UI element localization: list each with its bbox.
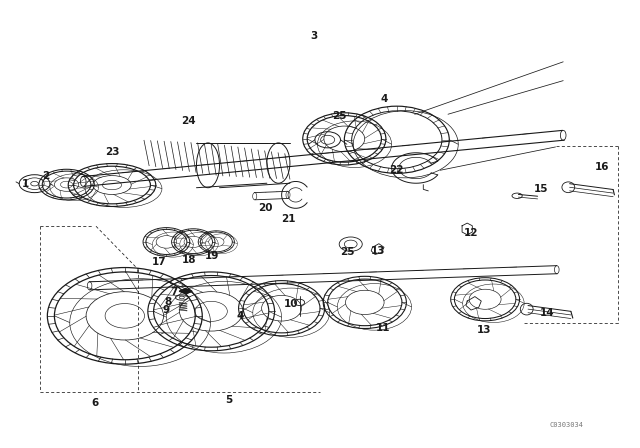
Text: 13: 13 — [477, 325, 491, 335]
Text: 22: 22 — [390, 165, 404, 175]
Text: 1: 1 — [22, 179, 29, 189]
Text: 8: 8 — [164, 297, 172, 307]
Text: 19: 19 — [205, 251, 220, 261]
Text: 11: 11 — [376, 323, 390, 333]
Text: 10: 10 — [284, 299, 298, 309]
Text: 13: 13 — [371, 246, 385, 256]
Text: 14: 14 — [540, 308, 554, 318]
Text: 9: 9 — [163, 305, 170, 315]
Text: 25: 25 — [340, 247, 355, 257]
Text: 23: 23 — [105, 147, 119, 157]
Text: 25: 25 — [332, 112, 346, 121]
Text: 18: 18 — [182, 255, 196, 265]
Text: 4: 4 — [236, 311, 244, 321]
Text: 6: 6 — [91, 398, 99, 408]
Text: 2: 2 — [42, 171, 50, 181]
Text: C0303034: C0303034 — [549, 422, 583, 428]
Text: 20: 20 — [259, 203, 273, 213]
Text: 4: 4 — [380, 94, 388, 103]
Text: 3: 3 — [310, 31, 317, 41]
Text: 7: 7 — [170, 287, 178, 297]
Text: 21: 21 — [281, 214, 295, 224]
Text: 12: 12 — [464, 228, 478, 238]
Text: 5: 5 — [225, 395, 233, 405]
Text: 17: 17 — [152, 257, 166, 267]
Text: 15: 15 — [534, 184, 548, 194]
Text: 16: 16 — [595, 162, 609, 172]
Text: 24: 24 — [182, 116, 196, 126]
Polygon shape — [179, 289, 192, 294]
